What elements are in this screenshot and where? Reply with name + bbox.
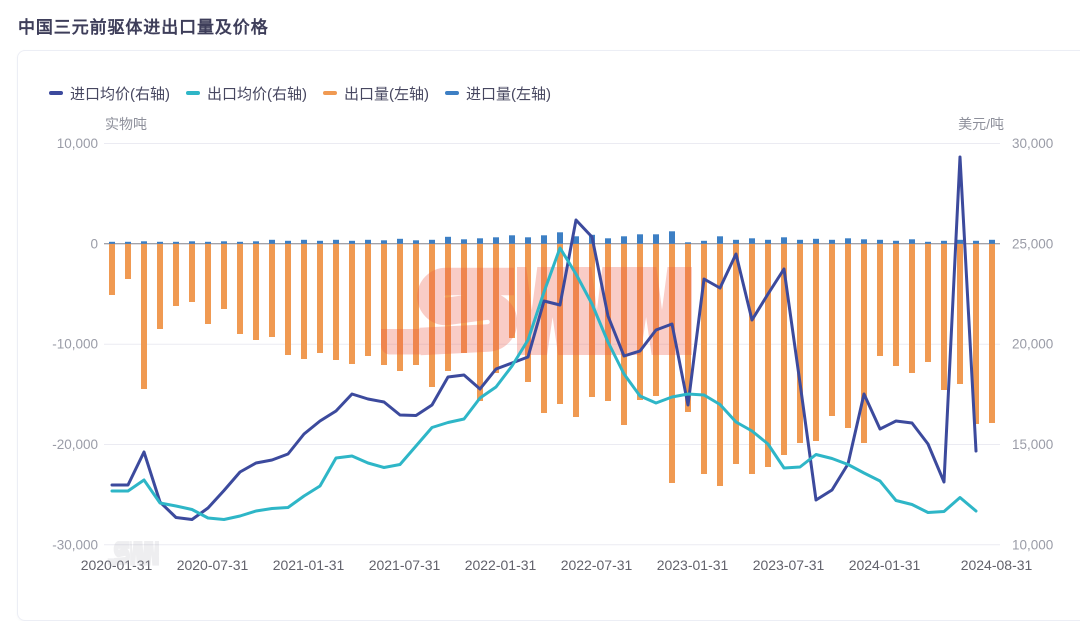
svg-text:-10,000: -10,000 bbox=[52, 337, 98, 352]
svg-text:-30,000: -30,000 bbox=[52, 537, 98, 552]
svg-text:2020-07-31: 2020-07-31 bbox=[177, 557, 249, 573]
svg-text:2023-01-31: 2023-01-31 bbox=[657, 557, 729, 573]
svg-text:实物吨: 实物吨 bbox=[105, 116, 147, 132]
svg-text:-20,000: -20,000 bbox=[52, 437, 98, 452]
svg-text:2022-07-31: 2022-07-31 bbox=[561, 557, 633, 573]
svg-text:2023-07-31: 2023-07-31 bbox=[753, 557, 825, 573]
svg-text:2021-07-31: 2021-07-31 bbox=[369, 557, 441, 573]
svg-text:0: 0 bbox=[90, 236, 98, 251]
svg-text:2024-01-31: 2024-01-31 bbox=[849, 557, 921, 573]
svg-text:25,000: 25,000 bbox=[1012, 236, 1053, 251]
svg-text:美元/吨: 美元/吨 bbox=[958, 116, 1004, 132]
svg-text:2020-01-31: 2020-01-31 bbox=[81, 557, 153, 573]
svg-text:15,000: 15,000 bbox=[1012, 437, 1053, 452]
svg-text:2022-01-31: 2022-01-31 bbox=[465, 557, 537, 573]
svg-text:2021-01-31: 2021-01-31 bbox=[273, 557, 345, 573]
svg-text:10,000: 10,000 bbox=[1012, 537, 1053, 552]
svg-text:10,000: 10,000 bbox=[57, 136, 98, 151]
svg-text:30,000: 30,000 bbox=[1012, 136, 1053, 151]
svg-text:2024-08-31: 2024-08-31 bbox=[961, 557, 1033, 573]
svg-text:20,000: 20,000 bbox=[1012, 337, 1053, 352]
